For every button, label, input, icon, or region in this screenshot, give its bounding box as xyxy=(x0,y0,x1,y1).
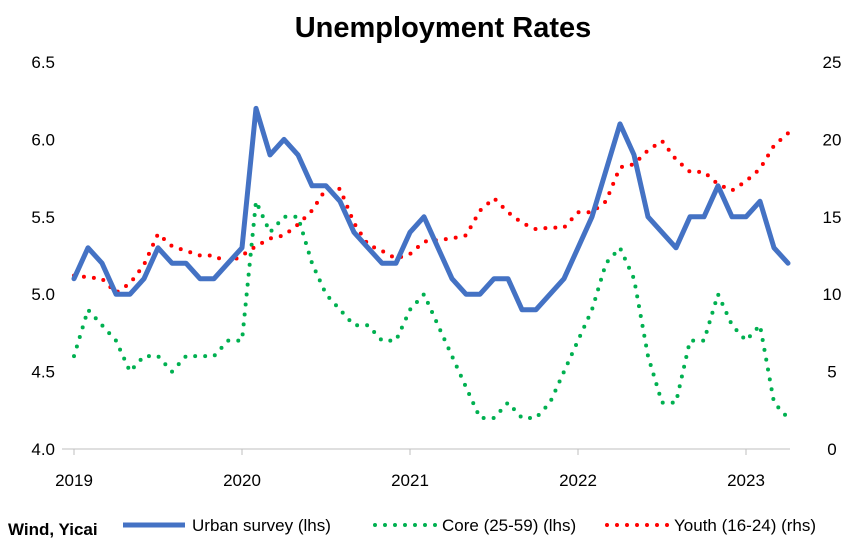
x-tick-labels: 2019 2020 2021 2022 2023 xyxy=(55,449,765,490)
y-right-tick-label: 15 xyxy=(823,208,842,227)
series-line-urban xyxy=(71,105,791,313)
x-tick-label: 2020 xyxy=(223,471,261,490)
x-tick-label: 2019 xyxy=(55,471,93,490)
y-left-tick-label: 4.0 xyxy=(31,440,55,459)
legend-label-urban: Urban survey (lhs) xyxy=(192,516,331,535)
legend-label-core: Core (25-59) (lhs) xyxy=(442,516,576,535)
y-right-tick-label: 20 xyxy=(823,130,842,149)
y-left-tick-label: 5.5 xyxy=(31,208,55,227)
y-left-tick-label: 6.0 xyxy=(31,130,55,149)
x-tick-label: 2021 xyxy=(391,471,429,490)
source-note: Wind, Yicai xyxy=(8,520,98,539)
y-left-tick-label: 5.0 xyxy=(31,285,55,304)
legend-label-youth: Youth (16-24) (rhs) xyxy=(674,516,816,535)
y-left-tick-labels: 4.0 4.5 5.0 5.5 6.0 6.5 xyxy=(31,53,55,459)
y-right-tick-label: 5 xyxy=(827,363,836,382)
y-left-tick-label: 4.5 xyxy=(31,363,55,382)
chart-title: Unemployment Rates xyxy=(295,12,592,44)
x-tick-label: 2022 xyxy=(559,471,597,490)
legend: Urban survey (lhs) Core (25-59) (lhs) Yo… xyxy=(123,516,816,535)
series-layer xyxy=(71,105,791,420)
y-right-tick-labels: 0 5 10 15 20 25 xyxy=(823,53,842,459)
y-left-tick-label: 6.5 xyxy=(31,53,55,72)
x-tick-label: 2023 xyxy=(727,471,765,490)
y-right-tick-label: 10 xyxy=(823,285,842,304)
y-right-tick-label: 0 xyxy=(827,440,836,459)
series-line-youth xyxy=(72,131,790,295)
y-right-tick-label: 25 xyxy=(823,53,842,72)
